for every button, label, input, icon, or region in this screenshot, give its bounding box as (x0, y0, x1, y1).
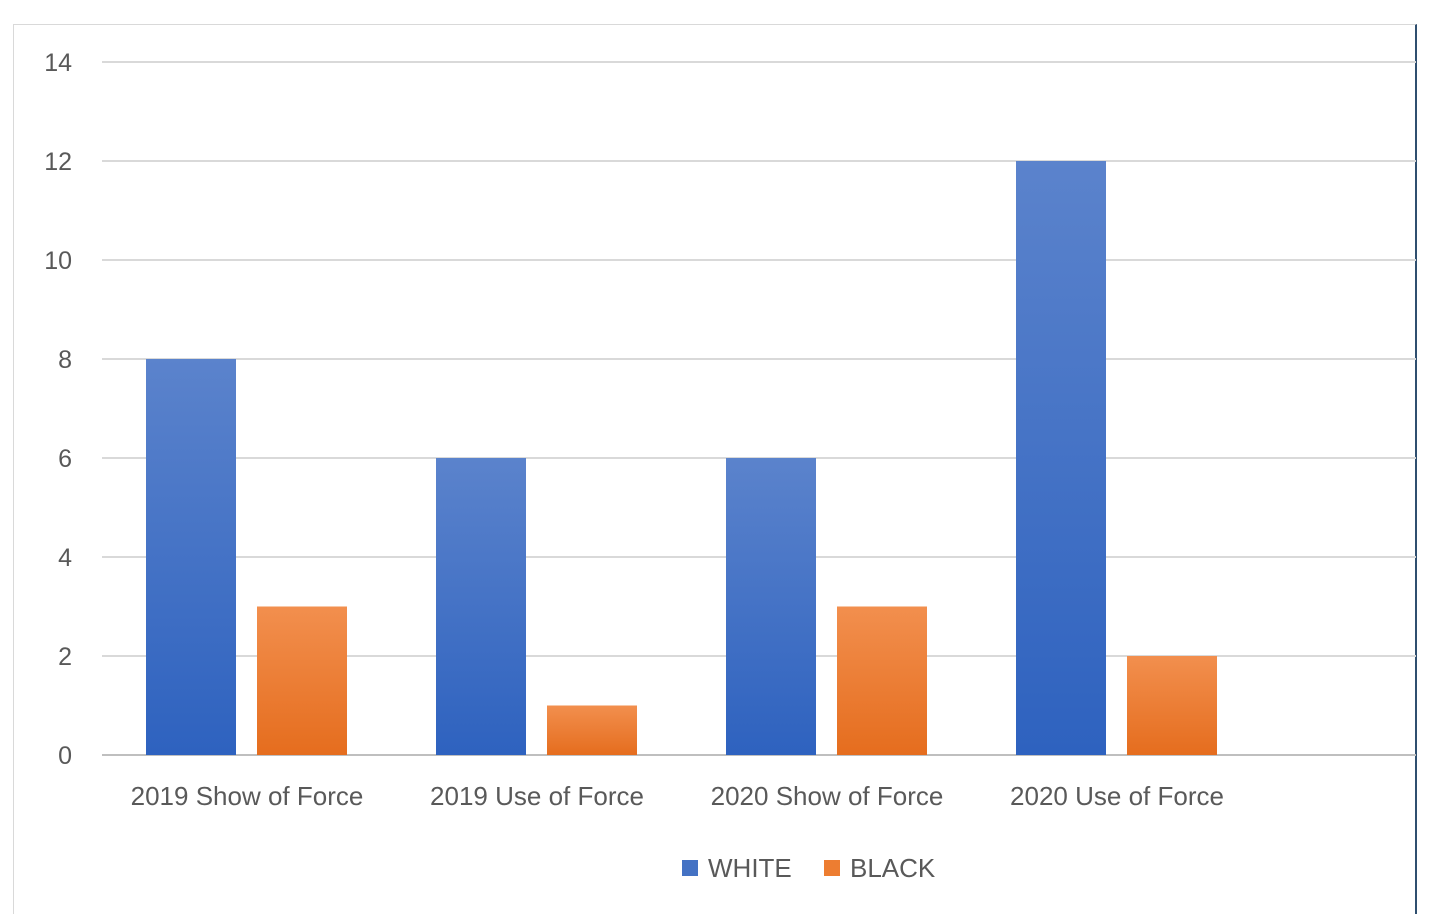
bar-black (257, 606, 347, 755)
y-tick-label: 14 (44, 49, 72, 77)
chart-frame (13, 24, 1417, 914)
x-axis-categories: 2019 Show of Force 2019 Use of Force 2020 … (131, 781, 1224, 811)
y-tick-label: 4 (58, 544, 72, 572)
bar-white (726, 458, 816, 755)
legend-swatch-white (682, 860, 698, 876)
legend-swatch-black (824, 860, 840, 876)
legend-label-black: BLACK (850, 853, 936, 883)
y-tick-label: 6 (58, 445, 72, 473)
bar-black (1127, 656, 1217, 755)
x-category-label: 2020 Use of Force (1010, 781, 1224, 811)
bars (146, 161, 1217, 755)
y-tick-label: 0 (58, 742, 72, 770)
bar-white (436, 458, 526, 755)
y-axis-ticks: 0 2 4 6 8 10 12 14 (44, 49, 72, 770)
bar-white (146, 359, 236, 755)
legend-label-white: WHITE (708, 853, 792, 883)
bar-white (1016, 161, 1106, 755)
x-category-label: 2019 Use of Force (430, 781, 644, 811)
x-category-label: 2019 Show of Force (131, 781, 364, 811)
legend: WHITE BLACK (682, 853, 936, 883)
y-tick-label: 8 (58, 346, 72, 374)
bar-black (547, 705, 637, 755)
y-tick-label: 12 (44, 148, 72, 176)
bar-black (837, 606, 927, 755)
y-tick-label: 10 (44, 247, 72, 275)
x-category-label: 2020 Show of Force (711, 781, 944, 811)
y-tick-label: 2 (58, 643, 72, 671)
